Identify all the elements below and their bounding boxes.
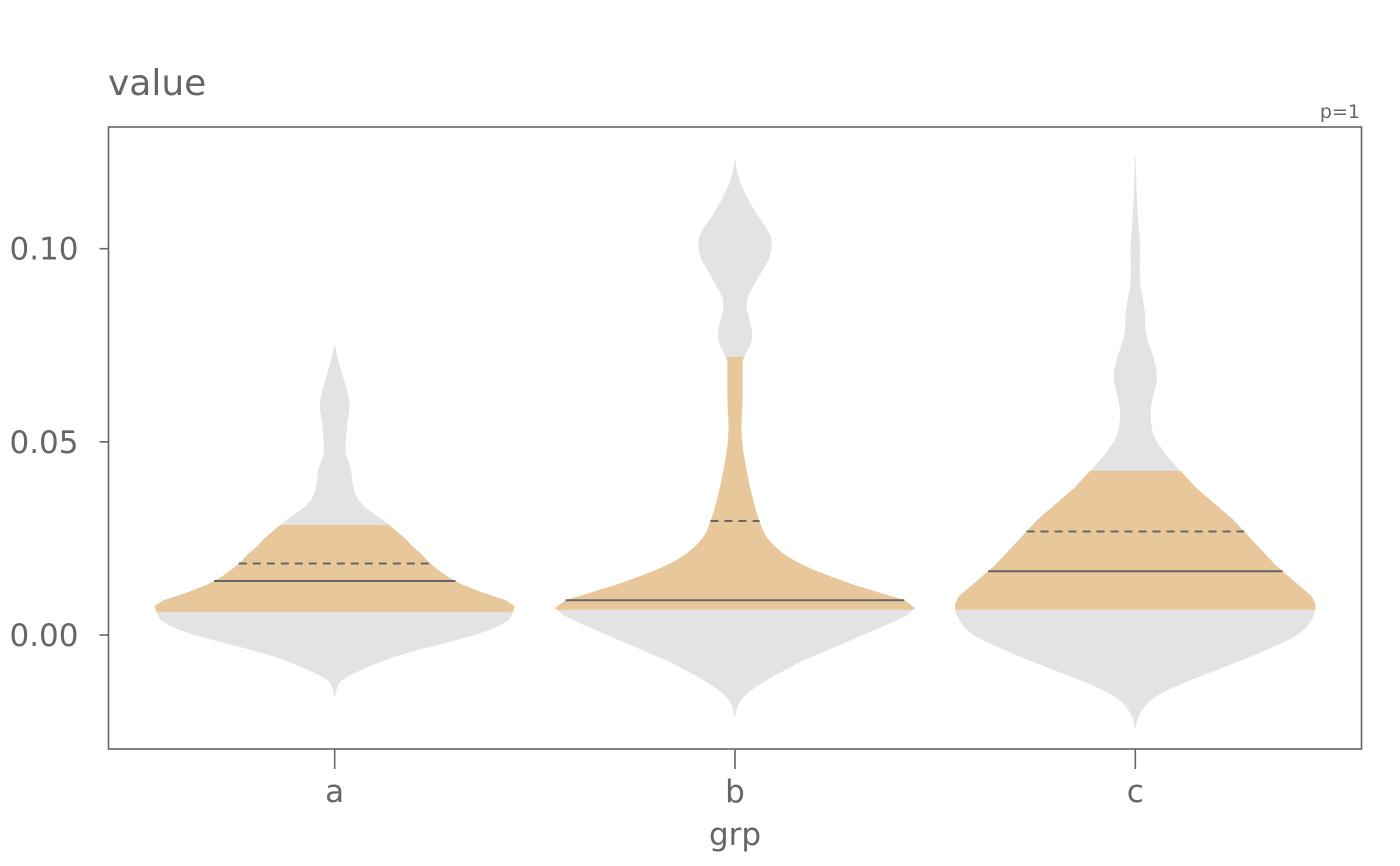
violin-band-a [154, 524, 515, 612]
y-tick-label: 0.10 [9, 232, 78, 268]
x-tick-label: b [725, 774, 745, 810]
violin-c [955, 156, 1316, 728]
plot-frame [107, 126, 1363, 750]
violin-a [154, 345, 515, 697]
p-value-annotation: p=1 [1320, 101, 1360, 123]
violin-b [555, 159, 915, 717]
y-tick-label: 0.05 [9, 425, 78, 461]
violin-band-b [555, 356, 915, 610]
y-tick-label: 0.00 [9, 618, 78, 654]
violin-band-c [955, 470, 1316, 610]
x-axis: a b c [325, 749, 1144, 810]
x-tick-label: c [1127, 774, 1144, 810]
violins [154, 156, 1316, 728]
x-tick-label: a [325, 774, 344, 810]
x-axis-label: grp [709, 817, 761, 853]
violin-density-a [154, 345, 515, 697]
y-axis: 0.00 0.05 0.10 [9, 232, 109, 654]
chart-title: value [108, 63, 206, 104]
violin-density-c [955, 156, 1316, 728]
